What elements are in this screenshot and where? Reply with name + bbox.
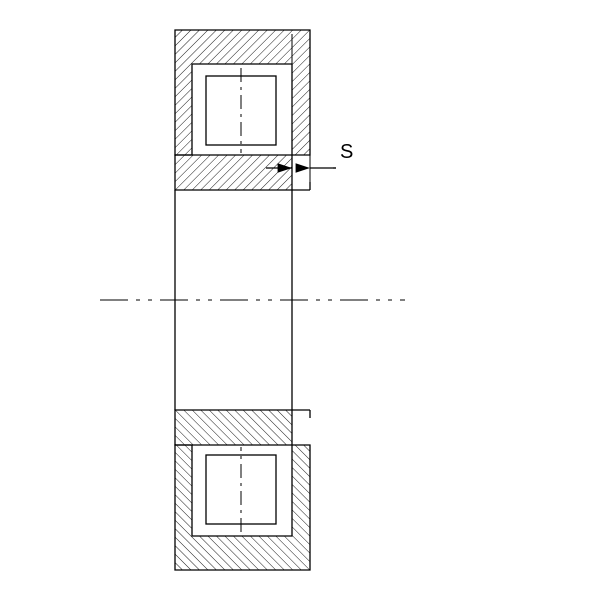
inner-ring-section <box>175 410 292 445</box>
dim-label-s: S <box>340 141 353 163</box>
inner-ring-section <box>175 155 292 190</box>
